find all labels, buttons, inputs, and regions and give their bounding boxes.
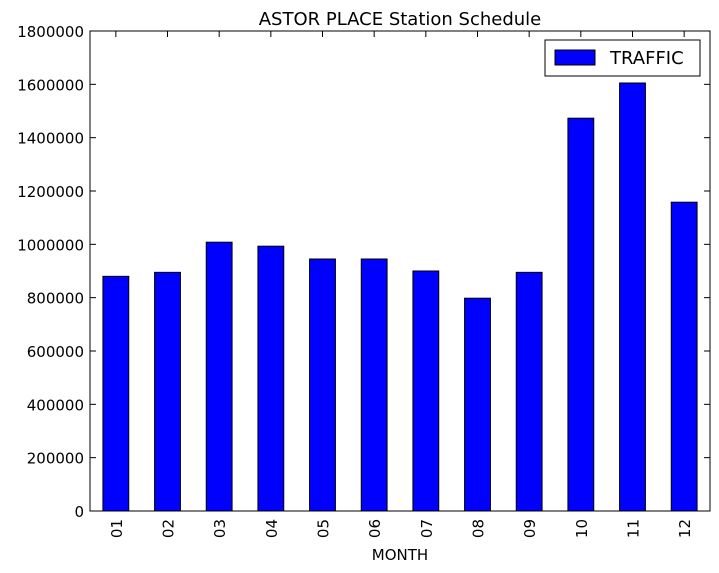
bar-01: [102, 275, 130, 512]
y-tick-label: 0: [74, 503, 84, 521]
x-tick-label: 06: [366, 519, 384, 538]
y-tick-label: 400000: [27, 396, 84, 414]
x-tick-label: 09: [521, 519, 539, 538]
y-tick-label: 800000: [27, 290, 84, 308]
bar-02: [154, 271, 181, 512]
bar-05: [309, 258, 336, 512]
legend-swatch: [554, 49, 596, 66]
y-tick-label: 1600000: [17, 76, 84, 94]
y-axis: 0 200000 400000 600000 800000 1000000 1200000 1…: [17, 23, 710, 521]
x-axis-label: MONTH: [372, 546, 428, 564]
x-tick-label: 10: [573, 519, 591, 538]
x-tick-label: 11: [625, 519, 643, 538]
bar-10: [567, 117, 595, 512]
bar-06: [360, 258, 388, 512]
x-tick-label: 04: [263, 519, 281, 538]
y-tick-label: 1000000: [17, 236, 84, 254]
x-tick-label: 12: [676, 519, 694, 538]
y-tick-label: 600000: [27, 343, 84, 361]
y-tick-label: 1800000: [17, 23, 84, 41]
y-tick-label: 1400000: [17, 130, 84, 148]
y-tick-label: 200000: [27, 450, 84, 468]
bar-07: [412, 270, 440, 512]
y-tick-label: 1200000: [17, 183, 84, 201]
bar-09: [515, 271, 543, 512]
x-tick-label: 05: [315, 519, 333, 538]
legend: TRAFFIC: [544, 39, 701, 77]
bar-03: [205, 241, 233, 512]
bar-12: [670, 201, 698, 512]
x-tick-label: 08: [470, 519, 488, 538]
x-tick-label: 03: [211, 519, 229, 538]
bars: [102, 82, 698, 512]
x-tick-label: 01: [108, 519, 126, 538]
legend-label: TRAFFIC: [609, 48, 684, 69]
bar-11: [619, 82, 646, 512]
plot-frame: [89, 30, 711, 512]
chart-title: ASTOR PLACE Station Schedule: [259, 9, 542, 30]
bar-08: [464, 297, 491, 512]
x-tick-label: 07: [418, 519, 436, 538]
x-tick-label: 02: [160, 519, 178, 538]
bar-04: [257, 245, 285, 512]
x-axis: 01 02 03 04 05 06 07 08 09 10 11 12: [108, 31, 694, 538]
